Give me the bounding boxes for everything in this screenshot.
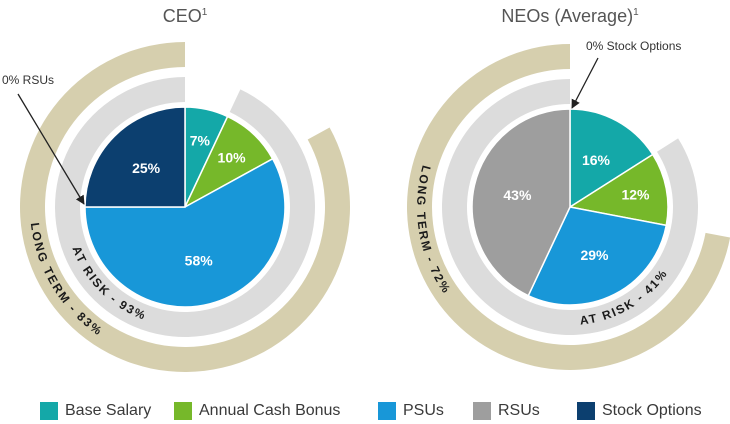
neos-slice-label-rsus: 43% — [503, 187, 532, 203]
neos-slice-label-base-salary: 16% — [582, 152, 611, 168]
legend-label-annual-cash-bonus: Annual Cash Bonus — [199, 402, 341, 419]
ceo-slice-label-stock-options: 25% — [132, 160, 161, 176]
legend-item-rsus: RSUs — [473, 400, 540, 422]
legend: Base Salary Annual Cash Bonus PSUs RSUs … — [0, 400, 730, 424]
legend-item-stock-options: Stock Options — [577, 400, 702, 422]
ceo-slice-psus — [84, 157, 286, 308]
neos-chart-title: NEOs (Average)1 — [501, 6, 639, 26]
legend-swatch-annual-cash-bonus — [174, 402, 192, 420]
neos-slice-label-annual-cash-bonus: 12% — [621, 187, 650, 203]
legend-swatch-base-salary — [40, 402, 58, 420]
ceo-slice-label-base-salary: 7% — [190, 133, 211, 149]
legend-label-psus: PSUs — [403, 402, 444, 419]
legend-swatch-stock-options — [577, 402, 595, 420]
legend-swatch-psus — [378, 402, 396, 420]
ceo-slice-label-psus: 58% — [185, 252, 214, 268]
legend-item-annual-cash-bonus: Annual Cash Bonus — [174, 400, 340, 422]
neos-callout-arrow — [571, 57, 599, 109]
neos-slice-rsus — [471, 108, 571, 297]
ceo-chart-title: CEO1 — [163, 6, 208, 26]
ceo-slice-stock-options — [84, 106, 186, 208]
ceo-callout-arrow — [17, 93, 85, 205]
legend-item-psus: PSUs — [378, 400, 444, 422]
neos-callout-label: 0% Stock Options — [586, 39, 681, 53]
neos-slice-base-salary — [569, 108, 654, 209]
legend-label-base-salary: Base Salary — [65, 402, 152, 419]
ceo-callout-label: 0% RSUs — [2, 73, 54, 87]
neos-slice-annual-cash-bonus — [567, 153, 669, 227]
legend-swatch-rsus — [473, 402, 491, 420]
legend-label-rsus: RSUs — [498, 402, 540, 419]
legend-item-base-salary: Base Salary — [40, 400, 151, 422]
legend-label-stock-options: Stock Options — [602, 402, 702, 419]
neos-slice-label-psus: 29% — [580, 247, 609, 263]
ceo-slice-label-annual-cash-bonus: 10% — [218, 149, 247, 165]
neos-slice-psus — [527, 206, 668, 306]
